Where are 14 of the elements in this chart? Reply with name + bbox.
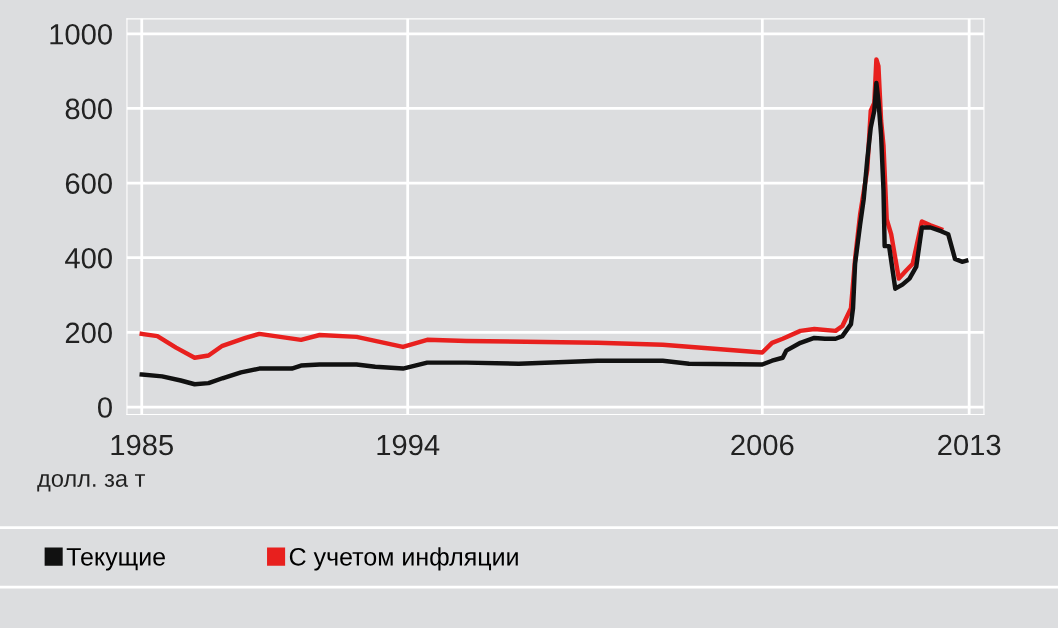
y-tick-label: 1000 <box>50 23 112 45</box>
y-tick-label: 200 <box>65 322 112 344</box>
x-tick-label: 2006 <box>731 434 794 456</box>
x-tick-label: 1985 <box>111 434 173 456</box>
y-tick-label: 400 <box>65 247 112 269</box>
legend-label: Текущие <box>66 548 165 571</box>
y-tick-label: 0 <box>97 397 112 418</box>
y-axis-title: долл. за т <box>37 473 146 492</box>
legend-label: С учетом инфляции <box>289 547 518 571</box>
y-tick-label: 600 <box>65 173 112 194</box>
y-tick-label: 800 <box>65 98 112 120</box>
x-tick-label: 2013 <box>938 434 1001 456</box>
x-tick-label: 1994 <box>377 434 440 456</box>
line-series <box>139 80 969 387</box>
